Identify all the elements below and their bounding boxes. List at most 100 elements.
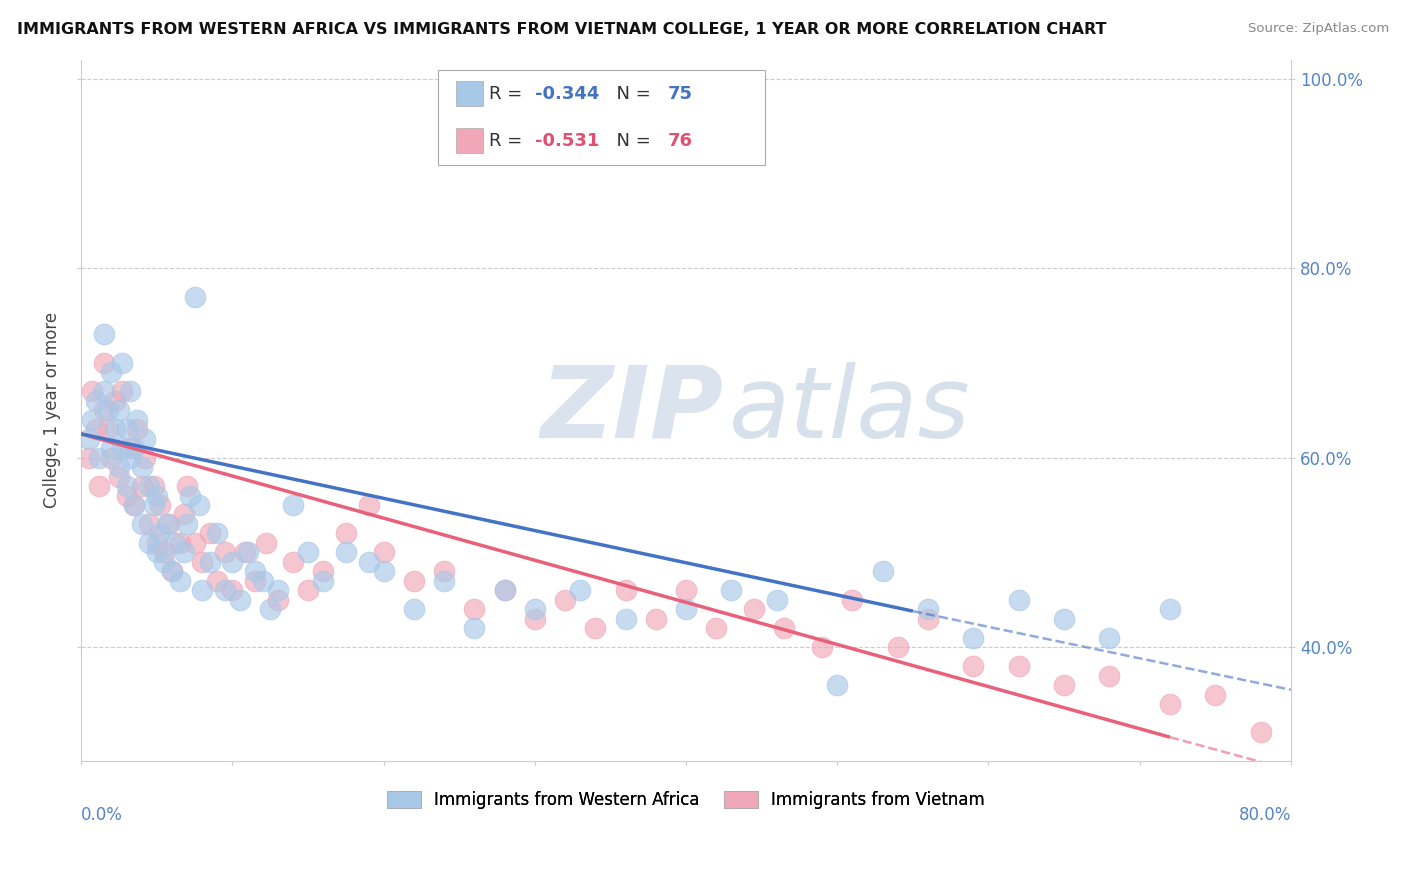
Point <box>97 403 120 417</box>
Point <box>118 450 141 465</box>
Point <box>86 422 108 436</box>
Point <box>811 640 834 654</box>
Point <box>742 602 765 616</box>
Point <box>917 602 939 616</box>
Point <box>267 592 290 607</box>
Point <box>118 441 141 455</box>
Text: 0.0%: 0.0% <box>82 806 124 824</box>
Point <box>872 564 894 578</box>
Point <box>373 545 395 559</box>
Text: R =: R = <box>489 85 527 103</box>
Point <box>169 536 191 550</box>
Point <box>122 498 145 512</box>
Point <box>89 479 111 493</box>
Point <box>115 488 138 502</box>
Point <box>841 592 863 607</box>
Point <box>153 545 176 559</box>
Text: 75: 75 <box>668 85 693 103</box>
Point <box>207 526 229 541</box>
Point <box>115 422 138 436</box>
Text: N =: N = <box>605 85 657 103</box>
Point <box>131 460 153 475</box>
Point <box>188 498 211 512</box>
Point <box>1250 725 1272 739</box>
Point <box>103 422 125 436</box>
Point <box>335 526 357 541</box>
Point <box>80 413 103 427</box>
Point <box>118 384 141 399</box>
Point <box>142 498 165 512</box>
Point <box>80 384 103 399</box>
Point <box>86 393 108 408</box>
Point <box>1371 735 1393 749</box>
Point <box>704 621 727 635</box>
Point <box>115 479 138 493</box>
Point <box>77 432 100 446</box>
Text: -0.344: -0.344 <box>534 85 599 103</box>
Text: 76: 76 <box>668 132 693 150</box>
Point <box>357 555 380 569</box>
Point <box>1053 678 1076 692</box>
Point <box>1053 612 1076 626</box>
Point <box>153 555 176 569</box>
Point <box>111 441 134 455</box>
Point <box>169 574 191 588</box>
Point <box>644 612 666 626</box>
Point <box>402 574 425 588</box>
Y-axis label: College, 1 year or more: College, 1 year or more <box>44 312 60 508</box>
Point <box>127 422 149 436</box>
Point <box>160 564 183 578</box>
Point <box>523 602 546 616</box>
Point <box>100 441 122 455</box>
Point <box>108 469 131 483</box>
Point <box>335 545 357 559</box>
Point <box>93 356 115 370</box>
Text: IMMIGRANTS FROM WESTERN AFRICA VS IMMIGRANTS FROM VIETNAM COLLEGE, 1 YEAR OR MOR: IMMIGRANTS FROM WESTERN AFRICA VS IMMIGR… <box>17 22 1107 37</box>
Point <box>1159 697 1181 711</box>
Point <box>77 450 100 465</box>
Point <box>494 583 516 598</box>
Point <box>267 583 290 598</box>
Point <box>825 678 848 692</box>
Point <box>1098 668 1121 682</box>
Point <box>1098 631 1121 645</box>
Text: R =: R = <box>489 132 527 150</box>
Point <box>146 488 169 502</box>
Point <box>614 612 637 626</box>
Point <box>173 545 195 559</box>
Point <box>93 384 115 399</box>
Point <box>157 516 180 531</box>
Point <box>179 488 201 502</box>
Point <box>111 356 134 370</box>
Point <box>103 393 125 408</box>
Point <box>176 479 198 493</box>
Point <box>134 450 156 465</box>
Point <box>773 621 796 635</box>
Point <box>127 413 149 427</box>
Text: atlas: atlas <box>728 362 970 458</box>
Point <box>281 498 304 512</box>
Point <box>198 555 221 569</box>
Point <box>160 564 183 578</box>
Point <box>156 516 179 531</box>
Point <box>243 574 266 588</box>
Point <box>917 612 939 626</box>
Text: Source: ZipAtlas.com: Source: ZipAtlas.com <box>1249 22 1389 36</box>
Text: ZIP: ZIP <box>541 362 724 458</box>
Point <box>523 612 546 626</box>
Point <box>138 516 160 531</box>
Point <box>233 545 256 559</box>
Point <box>720 583 742 598</box>
Point <box>108 460 131 475</box>
Point <box>1295 706 1317 721</box>
Point <box>569 583 592 598</box>
Point <box>214 545 236 559</box>
Point <box>229 592 252 607</box>
FancyBboxPatch shape <box>456 128 482 153</box>
Point <box>373 564 395 578</box>
Point <box>962 631 984 645</box>
Point <box>191 583 214 598</box>
Point <box>191 555 214 569</box>
Point <box>312 564 335 578</box>
Point <box>614 583 637 598</box>
